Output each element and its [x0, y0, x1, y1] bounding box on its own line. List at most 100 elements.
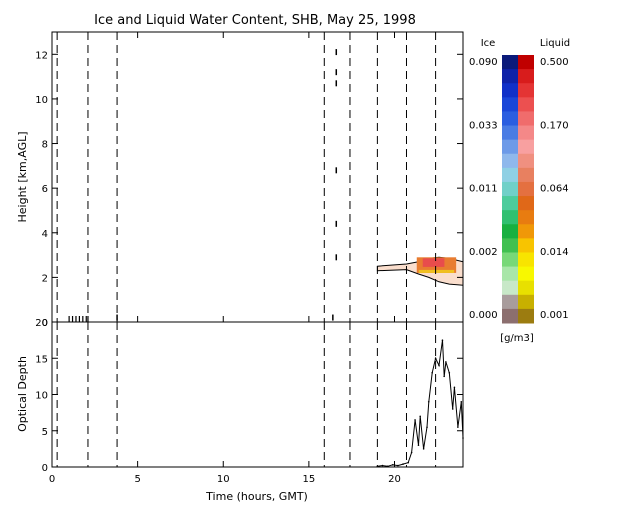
- colorbar-liquid-swatch: [518, 181, 534, 197]
- colorbar-liquid-swatch: [518, 111, 534, 127]
- optical-depth-point: [451, 408, 454, 410]
- colorbar-ice-swatch: [502, 181, 518, 197]
- colorbar-liquid-label: 0.500: [540, 57, 569, 68]
- colorbar-liquid-swatch: [518, 97, 534, 112]
- top-panel: 0 2 4 6 8 10 12 Height [km,AGL]: [16, 31, 464, 329]
- colorbar-ice-label: 0.000: [469, 310, 498, 321]
- colorbar-liquid-swatch: [518, 266, 534, 282]
- colorbar-ice-swatch: [502, 153, 518, 169]
- colorbar-ice-swatch: [502, 238, 518, 253]
- colorbar-liquid-swatch: [518, 294, 534, 310]
- colorbar-ice-swatch: [502, 294, 518, 310]
- colorbar-ice-swatch: [502, 55, 518, 70]
- top-panel-frame: [51, 31, 464, 323]
- optical-depth-line: [377, 340, 464, 467]
- cloud-point: [335, 80, 338, 87]
- colorbar-liquid-swatch: [518, 153, 534, 169]
- optical-depth-point: [457, 426, 459, 428]
- chart-title: Ice and Liquid Water Content, SHB, May 2…: [94, 13, 416, 28]
- colorbar-liquid-swatch: [518, 280, 534, 296]
- colorbar-ice-swatch: [502, 280, 518, 296]
- colorbar-liquid-label: 0.014: [540, 247, 569, 258]
- colorbar-ice-swatch: [502, 196, 518, 211]
- bottom-x-tick-label: 10: [217, 474, 230, 485]
- colorbar-ice-swatch: [502, 111, 518, 127]
- colorbar-liquid-swatch: [518, 224, 534, 239]
- cloud-point: [335, 69, 338, 76]
- colorbar-ice-label: 0.090: [469, 57, 498, 68]
- colorbar-liquid-swatch: [518, 139, 534, 155]
- colorbar-ice-label: 0.002: [469, 247, 498, 258]
- colorbar-liquid-swatch: [518, 83, 534, 98]
- optical-depth-point: [407, 461, 410, 464]
- colorbar-ice-swatch: [502, 167, 518, 183]
- top-y-tick-label: 8: [42, 140, 48, 151]
- optical-depth-point: [410, 451, 413, 454]
- top-y-tick-label: 2: [42, 273, 48, 284]
- optical-depth-point: [414, 419, 416, 421]
- optical-depth-point: [417, 444, 420, 447]
- top-y-tick-label: 12: [35, 50, 48, 61]
- colorbar-ice-swatch: [502, 308, 518, 324]
- top-y-tick-label: 6: [42, 184, 48, 195]
- optical-depth-point: [445, 361, 447, 363]
- bottom-y-tick-label: 15: [35, 354, 48, 365]
- colorbar-liquid-swatch: [518, 167, 534, 183]
- cloud-point: [332, 314, 334, 321]
- optical-depth-point: [422, 448, 425, 450]
- bottom-x-tick-label: 0: [49, 474, 55, 485]
- optical-depth-point: [381, 464, 384, 467]
- colorbar-liquid-swatch: [518, 252, 534, 268]
- x-axis-label: Time (hours, GMT): [205, 490, 308, 503]
- optical-depth-point: [426, 426, 428, 428]
- cloud-point: [335, 220, 338, 227]
- bottom-y-tick-label: 0: [42, 463, 48, 474]
- optical-depth-point: [431, 371, 433, 374]
- cloud-point: [335, 254, 338, 261]
- optical-depth-point: [397, 464, 399, 467]
- colorbar-ice-swatch: [502, 69, 518, 84]
- optical-depth-point: [443, 375, 445, 378]
- colorbar-ice-swatch: [502, 139, 518, 155]
- colorbar-liquid-label: 0.064: [540, 184, 569, 195]
- colorbar: Ice Liquid 0.090 0.033 0.011 0.002 0.000 0.50…: [469, 38, 570, 344]
- colorbar-liquid-swatch: [518, 238, 534, 253]
- colorbar-ice-label: 0.033: [469, 120, 498, 131]
- colorbar-ice-swatch: [502, 125, 518, 141]
- liquid-band-base: [418, 269, 455, 273]
- colorbar-liquid-swatch: [518, 55, 534, 70]
- colorbar-ice-swatch: [502, 83, 518, 98]
- colorbar-liquid-header: Liquid: [540, 38, 570, 49]
- bottom-x-tick-label: 15: [303, 474, 316, 485]
- colorbar-liquid-label: 0.170: [540, 120, 569, 131]
- optical-depth-point: [434, 357, 437, 360]
- cloud-point: [116, 314, 118, 321]
- top-y-tick-label: 0: [42, 318, 48, 329]
- top-y-axis-label: Height [km,AGL]: [16, 131, 29, 222]
- top-y-tick-label: 10: [35, 95, 48, 106]
- colorbar-liquid-swatch: [518, 196, 534, 211]
- bottom-y-tick-label: 5: [42, 427, 48, 438]
- top-y-tick-label: 4: [42, 229, 48, 240]
- cloud-point: [335, 167, 338, 174]
- optical-depth-point: [438, 364, 440, 367]
- colorbar-liquid-swatch: [518, 210, 534, 225]
- optical-depth-point: [460, 400, 463, 403]
- optical-depth-point: [453, 386, 456, 389]
- optical-depth-point: [391, 464, 394, 466]
- bottom-y-tick-label: 20: [35, 318, 48, 329]
- optical-depth-point: [448, 371, 451, 374]
- colorbar-liquid-swatch: [518, 69, 534, 84]
- colorbar-ice-swatch: [502, 210, 518, 225]
- colorbar-units: [g/m3]: [500, 333, 534, 344]
- colorbar-ice-swatch: [502, 266, 518, 282]
- colorbar-ice-header: Ice: [481, 38, 496, 49]
- optical-depth-point: [402, 463, 404, 465]
- bottom-x-tick-label: 5: [134, 474, 140, 485]
- colorbar-ice-label: 0.011: [469, 184, 498, 195]
- colorbar-ice-swatch: [502, 97, 518, 112]
- bottom-y-tick-label: 10: [35, 391, 48, 402]
- colorbar-liquid-label: 0.001: [540, 310, 569, 321]
